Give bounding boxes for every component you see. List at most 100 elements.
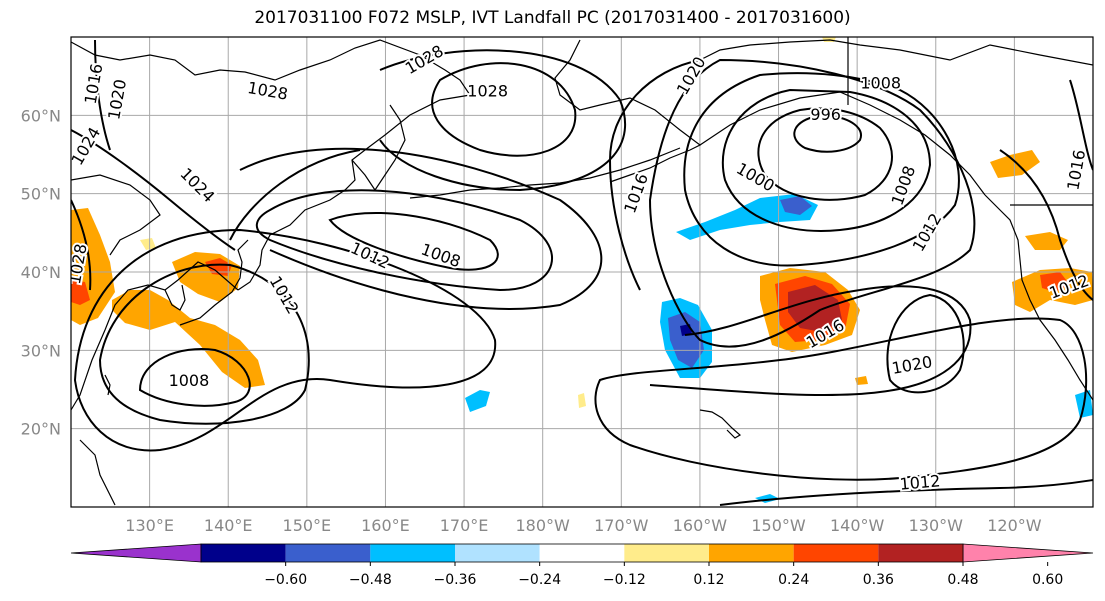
isobar-1016-alaska — [648, 58, 976, 348]
isobar-1012-west — [98, 263, 310, 425]
ivt-weak-region-dot2 — [855, 376, 868, 385]
colorbar-tick-label: 0.12 — [693, 572, 724, 588]
colorbar-segment — [201, 544, 286, 562]
mslp-isobars — [71, 39, 1093, 506]
isobar-1020-westedge — [94, 39, 111, 151]
colorbar-tick-label: 0.60 — [1032, 572, 1063, 588]
colorbar-tick-label: 0.24 — [778, 572, 809, 588]
colorbar-segment — [624, 544, 709, 562]
colorbar-segment — [793, 544, 879, 562]
isobar-1020-southeast — [886, 293, 965, 394]
coastline-china-inland — [71, 174, 161, 256]
colorbar-tick-label: −0.24 — [518, 572, 561, 588]
isobar-1024-cyclone — [229, 149, 361, 241]
colorbar-segment — [709, 544, 794, 562]
isobar-996-alaska — [793, 114, 862, 153]
colorbar-segment — [285, 544, 371, 562]
ivt-strong-region-westus — [1040, 272, 1070, 292]
colorbar-tick-label: −0.36 — [434, 572, 477, 588]
ivt-negative-strong-region — [668, 312, 704, 368]
map-title: 2017031100 F072 MSLP, IVT Landfall PC (2… — [254, 8, 851, 28]
colorbar-segment — [455, 544, 540, 562]
isobar-label: 1028 — [402, 41, 447, 78]
coastline-korea — [164, 284, 186, 311]
isobar-label: 1028 — [467, 81, 508, 100]
colorbar-segment — [878, 544, 963, 562]
isobar-1024-north — [379, 49, 626, 192]
map-frame — [70, 36, 1094, 508]
isobar-1028-westedge — [71, 199, 92, 291]
colorbar-segment — [539, 544, 625, 562]
ivt-positive-region-nw — [990, 150, 1040, 178]
ivt-weak-region-dot1 — [578, 393, 586, 408]
lat-tick-label: 60°N — [21, 106, 61, 125]
isobar-1016-central — [239, 147, 603, 310]
lat-tick-label: 40°N — [21, 263, 61, 282]
colorbar-max-arrow — [962, 543, 1094, 563]
isobar-label: 1012 — [899, 471, 941, 493]
isobar-1008-alaska — [721, 88, 932, 232]
coastline-hawaii — [699, 409, 742, 439]
coastline-asia-east — [71, 261, 239, 411]
colorbar-tick-label: 0.48 — [947, 572, 978, 588]
isobar-1000-alaska — [757, 107, 893, 201]
ivt-negative-strong-north — [780, 196, 812, 215]
lon-tick-label: 180°W — [516, 516, 571, 535]
isobar-label: 1020 — [104, 78, 130, 121]
colorbar-tick-label: −0.48 — [349, 572, 392, 588]
ivt-strong-region-china — [71, 280, 90, 305]
isobar-1028-north — [431, 62, 577, 157]
lon-tick-label: 140°W — [830, 516, 885, 535]
lon-tick-label: 160°W — [673, 516, 728, 535]
isobar-label: 1008 — [169, 371, 210, 390]
isobar-1012-eastcoast — [999, 149, 1093, 301]
lon-tick-label: 120°W — [987, 516, 1042, 535]
isobar-1024-westedge — [71, 129, 236, 251]
lat-tick-label: 50°N — [21, 185, 61, 204]
isobar-1020-north — [608, 59, 701, 291]
coastline-bc — [984, 194, 1093, 401]
isobar-label: 1008 — [860, 74, 901, 93]
coastline-taiwan — [104, 374, 111, 396]
ivt-positive-region-nw2 — [1025, 232, 1068, 250]
lat-tick-label: 30°N — [21, 341, 61, 360]
colorbar-tick-label: −0.60 — [264, 572, 307, 588]
isobar-1008-southedge — [719, 479, 1093, 506]
isobar-1008-central — [328, 212, 499, 271]
lon-tick-label: 130°E — [125, 516, 174, 535]
isobar-1016-west — [73, 228, 497, 452]
colorbar-outline — [200, 543, 964, 563]
lon-tick-label: 170°E — [440, 516, 489, 535]
colorbar-min-arrow — [70, 543, 202, 563]
coastline-alaska-north — [699, 39, 1093, 66]
coastline-kamchatka — [351, 104, 406, 192]
isobar-1012-central — [255, 189, 553, 292]
coastline-philippines — [79, 439, 116, 506]
ivt-weak-region-small — [140, 238, 156, 250]
isobar-label: 1028 — [246, 78, 289, 104]
map-gridlines — [71, 37, 1093, 507]
lon-tick-label: 170°W — [594, 516, 649, 535]
isobar-label: 1016 — [1063, 148, 1089, 191]
lon-tick-label: 150°E — [283, 516, 332, 535]
colorbar-segment — [370, 544, 455, 562]
lat-tick-label: 20°N — [21, 420, 61, 439]
coastline-aleutians — [409, 147, 681, 199]
coastlines — [71, 37, 1093, 506]
isobar-label: 1020 — [673, 53, 710, 98]
lon-tick-label: 150°W — [751, 516, 806, 535]
isobar-label: 1020 — [890, 352, 933, 378]
coastline-asia-north — [71, 39, 472, 291]
lon-tick-label: 160°E — [361, 516, 410, 535]
lon-tick-label: 130°W — [909, 516, 964, 535]
coastline-japan — [179, 239, 249, 326]
ivt-positive-region-japan — [112, 290, 265, 388]
colorbar-tick-label: −0.12 — [603, 572, 646, 588]
isobar-label: 1000 — [733, 159, 778, 196]
isobar-1008-west — [138, 348, 251, 407]
isobar-label: 1008 — [887, 163, 919, 208]
latitude-tick-labels: 20°N 30°N 40°N 50°N 60°N — [21, 106, 61, 438]
isobar-label: 1012 — [266, 273, 303, 318]
colorbar: −0.60 −0.48 −0.36 −0.24 −0.12 0.12 0.24 0.36 0.4… — [70, 543, 1094, 588]
